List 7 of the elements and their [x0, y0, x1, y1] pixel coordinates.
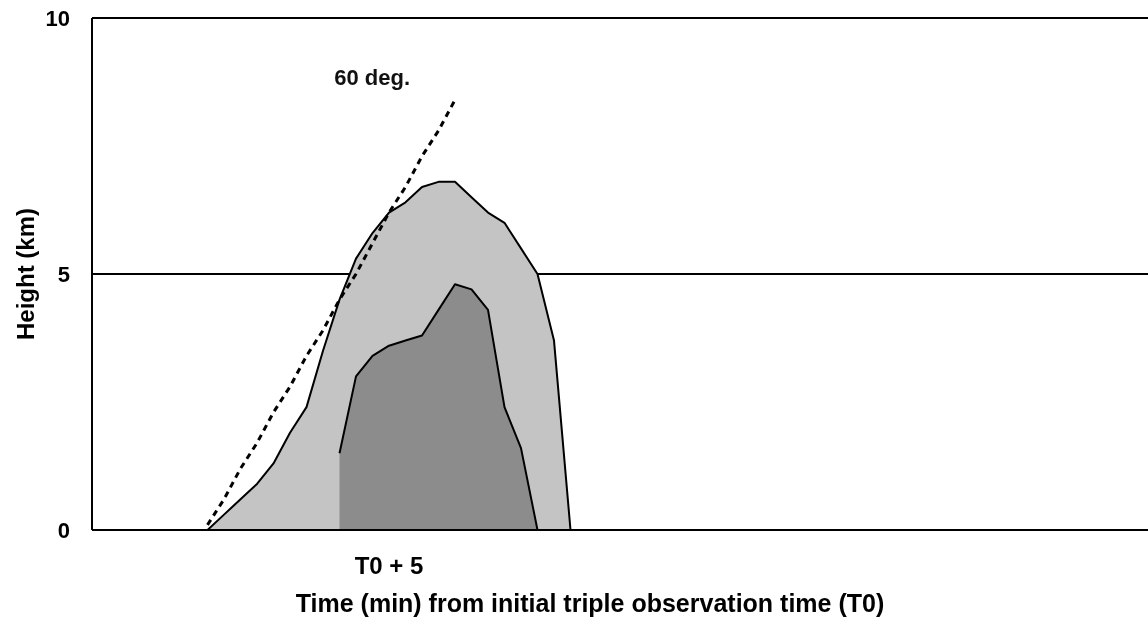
- y-tick-label: 5: [57, 261, 70, 287]
- y-tick-label: 0: [57, 517, 70, 543]
- y-tick-label: 10: [45, 5, 70, 31]
- text: 60 deg.: [334, 64, 410, 90]
- x-axis-title: Time (min) from initial triple observation time (T0): [295, 589, 885, 617]
- x-tick-label: T0 + 5: [354, 552, 424, 579]
- y-axis-title: Height (km): [12, 208, 39, 340]
